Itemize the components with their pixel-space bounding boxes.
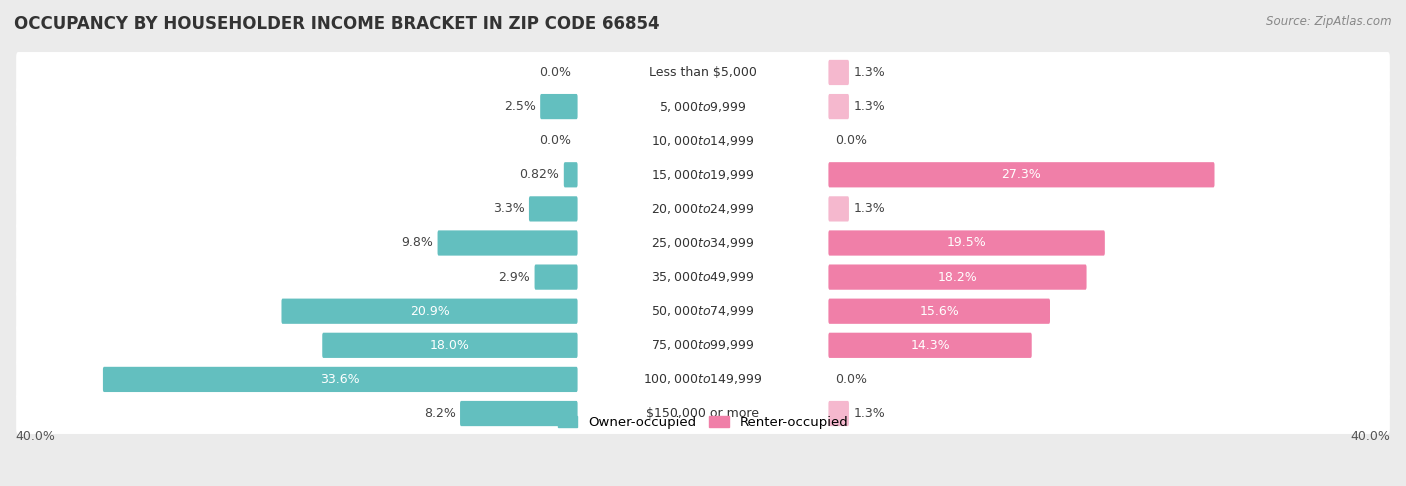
- FancyBboxPatch shape: [828, 264, 1087, 290]
- FancyBboxPatch shape: [437, 230, 578, 256]
- Text: 1.3%: 1.3%: [853, 100, 886, 113]
- Text: 1.3%: 1.3%: [853, 202, 886, 215]
- FancyBboxPatch shape: [103, 367, 578, 392]
- Text: 2.5%: 2.5%: [503, 100, 536, 113]
- Text: 20.9%: 20.9%: [409, 305, 450, 318]
- Text: 0.0%: 0.0%: [835, 373, 868, 386]
- Text: $5,000 to $9,999: $5,000 to $9,999: [659, 100, 747, 114]
- Text: 0.82%: 0.82%: [519, 168, 560, 181]
- Text: 9.8%: 9.8%: [401, 237, 433, 249]
- FancyBboxPatch shape: [529, 196, 578, 222]
- FancyBboxPatch shape: [534, 264, 578, 290]
- FancyBboxPatch shape: [828, 230, 1105, 256]
- FancyBboxPatch shape: [15, 155, 1389, 195]
- FancyBboxPatch shape: [281, 298, 578, 324]
- FancyBboxPatch shape: [15, 189, 1389, 229]
- FancyBboxPatch shape: [15, 257, 1389, 297]
- Text: Less than $5,000: Less than $5,000: [650, 66, 756, 79]
- Text: $50,000 to $74,999: $50,000 to $74,999: [651, 304, 755, 318]
- FancyBboxPatch shape: [460, 401, 578, 426]
- Text: 1.3%: 1.3%: [853, 66, 886, 79]
- Text: 18.0%: 18.0%: [430, 339, 470, 352]
- Text: 1.3%: 1.3%: [853, 407, 886, 420]
- Text: $75,000 to $99,999: $75,000 to $99,999: [651, 338, 755, 352]
- FancyBboxPatch shape: [828, 401, 849, 426]
- FancyBboxPatch shape: [15, 223, 1389, 263]
- Text: $25,000 to $34,999: $25,000 to $34,999: [651, 236, 755, 250]
- FancyBboxPatch shape: [564, 162, 578, 188]
- Text: $15,000 to $19,999: $15,000 to $19,999: [651, 168, 755, 182]
- Text: 33.6%: 33.6%: [321, 373, 360, 386]
- FancyBboxPatch shape: [15, 120, 1389, 161]
- Text: 0.0%: 0.0%: [835, 134, 868, 147]
- Text: Source: ZipAtlas.com: Source: ZipAtlas.com: [1267, 15, 1392, 28]
- Text: 15.6%: 15.6%: [920, 305, 959, 318]
- Text: 18.2%: 18.2%: [938, 271, 977, 284]
- Text: $150,000 or more: $150,000 or more: [647, 407, 759, 420]
- Text: OCCUPANCY BY HOUSEHOLDER INCOME BRACKET IN ZIP CODE 66854: OCCUPANCY BY HOUSEHOLDER INCOME BRACKET …: [14, 15, 659, 33]
- Text: $10,000 to $14,999: $10,000 to $14,999: [651, 134, 755, 148]
- Text: 40.0%: 40.0%: [1351, 430, 1391, 443]
- FancyBboxPatch shape: [15, 393, 1389, 434]
- Text: $35,000 to $49,999: $35,000 to $49,999: [651, 270, 755, 284]
- FancyBboxPatch shape: [15, 325, 1389, 366]
- Text: 8.2%: 8.2%: [423, 407, 456, 420]
- Text: 0.0%: 0.0%: [538, 134, 571, 147]
- Text: $100,000 to $149,999: $100,000 to $149,999: [644, 372, 762, 386]
- FancyBboxPatch shape: [828, 60, 849, 85]
- Text: 3.3%: 3.3%: [492, 202, 524, 215]
- Text: 19.5%: 19.5%: [946, 237, 987, 249]
- Text: 2.9%: 2.9%: [498, 271, 530, 284]
- FancyBboxPatch shape: [15, 291, 1389, 331]
- FancyBboxPatch shape: [322, 333, 578, 358]
- Legend: Owner-occupied, Renter-occupied: Owner-occupied, Renter-occupied: [553, 411, 853, 434]
- Text: $20,000 to $24,999: $20,000 to $24,999: [651, 202, 755, 216]
- Text: 14.3%: 14.3%: [910, 339, 950, 352]
- FancyBboxPatch shape: [828, 298, 1050, 324]
- FancyBboxPatch shape: [828, 94, 849, 119]
- Text: 0.0%: 0.0%: [538, 66, 571, 79]
- FancyBboxPatch shape: [828, 196, 849, 222]
- FancyBboxPatch shape: [15, 86, 1389, 127]
- FancyBboxPatch shape: [540, 94, 578, 119]
- FancyBboxPatch shape: [828, 162, 1215, 188]
- Text: 40.0%: 40.0%: [15, 430, 55, 443]
- FancyBboxPatch shape: [15, 52, 1389, 93]
- FancyBboxPatch shape: [15, 359, 1389, 400]
- Text: 27.3%: 27.3%: [1001, 168, 1042, 181]
- FancyBboxPatch shape: [828, 333, 1032, 358]
